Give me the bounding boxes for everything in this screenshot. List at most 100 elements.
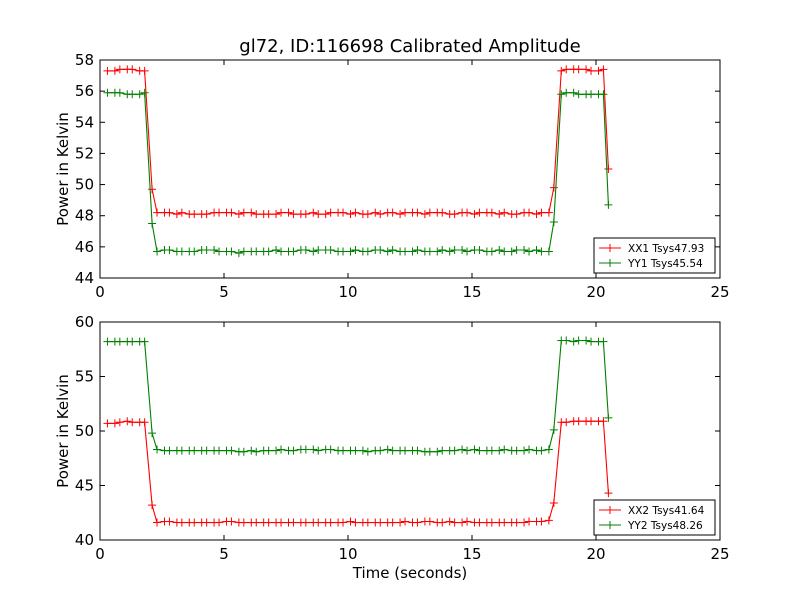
data-point: [413, 208, 422, 217]
data-point: [475, 208, 484, 217]
data-point: [314, 210, 323, 219]
data-point: [520, 446, 529, 455]
x-tick-label: 5: [219, 545, 229, 563]
y-tick-label: 55: [75, 368, 94, 386]
data-point: [512, 446, 521, 455]
data-point: [289, 210, 298, 219]
legend-label: YY2 Tsys48.26: [627, 520, 703, 532]
data-point: [525, 247, 534, 256]
data-point: [190, 247, 199, 256]
x-tick-label: 15: [462, 545, 481, 563]
x-tick-label: 25: [710, 545, 729, 563]
data-point: [569, 88, 578, 97]
data-point: [153, 445, 162, 454]
data-point: [470, 445, 479, 454]
data-point: [599, 337, 608, 346]
data-point: [425, 447, 434, 456]
data-point: [252, 518, 261, 527]
data-point: [604, 200, 613, 209]
legend-marker: [606, 244, 614, 252]
data-point: [438, 208, 447, 217]
data-point: [512, 518, 521, 527]
data-point: [388, 208, 397, 217]
x-tick-label: 25: [710, 283, 729, 301]
data-point: [376, 210, 385, 219]
data-point: [537, 247, 546, 256]
data-point: [562, 65, 571, 74]
x-tick-label: 0: [95, 283, 105, 301]
y-tick-label: 58: [75, 51, 94, 69]
y-axis-label: Power in Kelvin: [54, 112, 72, 226]
data-point: [264, 247, 273, 256]
legend-box: [593, 237, 716, 274]
data-point: [309, 247, 318, 256]
data-point: [339, 247, 348, 256]
data-point: [574, 65, 583, 74]
data-point: [128, 337, 137, 346]
data-point: [227, 446, 236, 455]
data-point: [383, 247, 392, 256]
data-point: [115, 418, 124, 427]
data-point: [445, 247, 454, 256]
data-point: [463, 517, 472, 526]
data-point: [227, 517, 236, 526]
data-point: [351, 208, 360, 217]
data-point: [358, 446, 367, 455]
data-point: [103, 337, 112, 346]
data-point: [574, 336, 583, 345]
data-point: [363, 210, 372, 219]
data-point: [128, 90, 137, 99]
data-point: [115, 337, 124, 346]
data-point: [215, 208, 224, 217]
data-point: [562, 336, 571, 345]
data-point: [604, 413, 613, 422]
data-point: [500, 247, 509, 256]
y-tick-label: 45: [75, 477, 94, 495]
y-tick-label: 54: [75, 113, 94, 131]
data-point: [215, 518, 224, 527]
legend-box: [593, 499, 716, 536]
data-point: [252, 210, 261, 219]
legend-label: XX2 Tsys41.64: [628, 505, 705, 517]
data-point: [289, 518, 298, 527]
legend-marker: [606, 506, 614, 514]
x-tick-label: 5: [219, 283, 229, 301]
data-point: [210, 245, 219, 254]
y-tick-label: 56: [75, 82, 94, 100]
data-point: [140, 418, 149, 427]
data-point: [458, 245, 467, 254]
data-point: [371, 208, 380, 217]
data-point: [202, 210, 211, 219]
data-point: [153, 518, 162, 527]
y-tick-label: 48: [75, 207, 94, 225]
data-point: [172, 210, 181, 219]
data-point: [587, 66, 596, 75]
data-point: [594, 66, 603, 75]
data-point: [537, 517, 546, 526]
data-point: [463, 247, 472, 256]
data-point: [272, 446, 281, 455]
data-point: [272, 210, 281, 219]
data-point: [463, 208, 472, 217]
data-point: [557, 66, 566, 75]
data-point: [396, 518, 405, 527]
data-point: [351, 245, 360, 254]
data-point: [177, 518, 186, 527]
data-point: [413, 518, 422, 527]
data-point: [537, 446, 546, 455]
data-point: [433, 447, 442, 456]
data-point: [445, 517, 454, 526]
data-point: [110, 419, 119, 428]
data-point: [604, 165, 613, 173]
data-point: [525, 517, 534, 526]
data-point: [401, 208, 410, 217]
data-point: [165, 446, 174, 455]
x-tick-label: 0: [95, 545, 105, 563]
x-tick-label: 15: [462, 283, 481, 301]
data-point: [450, 245, 459, 254]
data-point: [247, 446, 256, 455]
data-point: [425, 517, 434, 526]
data-point: [326, 208, 335, 217]
data-point: [215, 247, 224, 256]
data-point: [458, 518, 467, 527]
